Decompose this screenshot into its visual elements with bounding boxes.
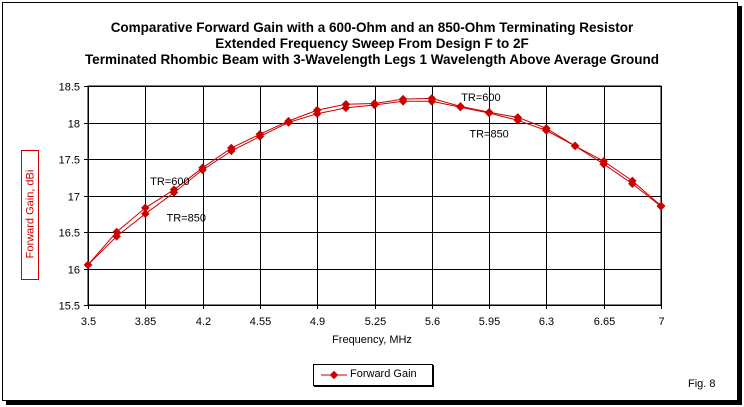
title-line-3: Terminated Rhombic Beam with 3-Wavelengt… [84,52,660,67]
data-point [169,188,179,197]
x-tick-label: 7 [658,316,664,328]
x-tick-label: 3.5 [81,316,96,328]
legend-swatch [321,370,347,380]
series-annotation: TR=850 [469,128,508,140]
y-tick-label: 18 [68,119,80,131]
data-point [83,260,93,270]
data-point [227,146,236,156]
legend-label: Forward Gain [350,368,417,380]
figure-label: Fig. 8 [688,378,716,390]
x-tick-label: 6.3 [539,316,554,328]
y-tick-label: 18.5 [59,82,80,94]
x-tick-label: 4.9 [310,316,325,328]
series-annotation: TR=600 [461,92,500,104]
x-tick-label: 3.85 [135,316,156,328]
data-point [141,203,150,213]
data-point [656,202,666,211]
y-axis-label-box [21,150,39,280]
data-point [141,209,150,219]
x-axis-label: Frequency, MHz [332,334,412,346]
data-point [570,141,580,151]
title-line-2: Extended Frequency Sweep From Design F t… [215,36,529,51]
data-point [628,179,637,189]
y-tick-label: 15.5 [59,301,80,313]
x-tick-label: 4.55 [250,316,271,328]
series-annotation: TR=600 [150,176,189,188]
chart-title: Comparative Forward Gain with a 600-Ohm … [0,20,744,68]
title-line-1: Comparative Forward Gain with a 600-Ohm … [110,20,634,35]
data-point [542,126,551,135]
x-tick-label: 5.95 [479,316,500,328]
legend: Forward Gain [313,364,433,386]
y-tick-label: 17 [68,192,80,204]
series-annotation: TR=850 [167,212,206,224]
data-point [198,165,207,175]
x-tick-label: 5.6 [425,316,440,328]
x-tick-label: 4.2 [196,316,211,328]
x-tick-label: 6.65 [594,316,615,328]
y-tick-label: 17.5 [59,155,80,167]
y-axis-label: Forward Gain, dBi [24,169,36,259]
y-tick-label: 16.5 [59,228,80,240]
y-tick-label: 16 [68,265,80,277]
x-tick-label: 5.25 [365,316,386,328]
